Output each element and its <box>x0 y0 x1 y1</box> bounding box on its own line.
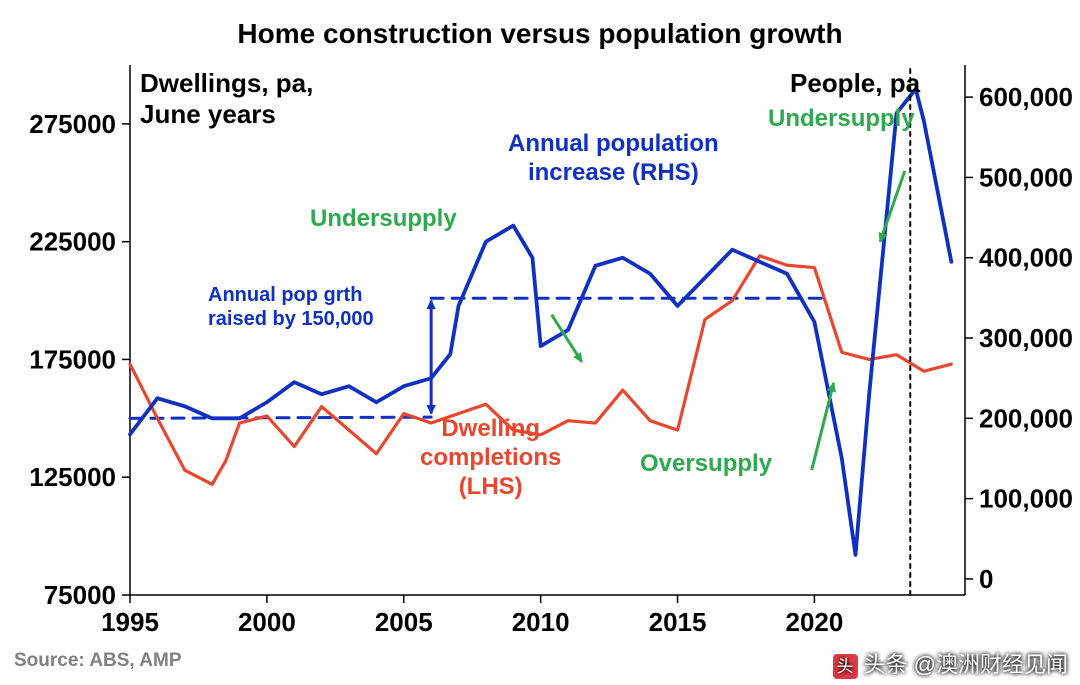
x-tick-label: 1995 <box>101 607 159 637</box>
source-label: Source: ABS, AMP <box>14 650 182 672</box>
x-tick-label: 2015 <box>649 607 707 637</box>
arrow <box>880 171 905 242</box>
x-tick-label: 2010 <box>512 607 570 637</box>
annotation: Undersupply <box>310 205 457 234</box>
y-left-axis-title: Dwellings, pa,June years <box>140 68 313 130</box>
y-left-tick-label: 125000 <box>29 462 116 492</box>
annotation: Dwellingcompletions(LHS) <box>420 415 561 501</box>
arrow-head <box>427 301 435 309</box>
y-right-tick-label: 500,000 <box>979 162 1073 192</box>
y-right-tick-label: 400,000 <box>979 243 1073 273</box>
y-left-tick-label: 275000 <box>29 109 116 139</box>
y-right-tick-label: 100,000 <box>979 484 1073 514</box>
y-right-axis-title: People, pa <box>790 68 920 99</box>
series-dashed_level_1 <box>130 417 431 418</box>
y-left-tick-label: 175000 <box>29 344 116 374</box>
annotation: Annual pop grthraised by 150,000 <box>208 283 374 331</box>
y-right-tick-label: 0 <box>979 564 993 594</box>
y-right-tick-label: 200,000 <box>979 403 1073 433</box>
watermark: 头头条 @澳洲财经见闻 <box>833 647 1068 679</box>
annotation: Undersupply <box>768 105 915 134</box>
y-right-tick-label: 300,000 <box>979 323 1073 353</box>
annotation: Annual populationincrease (RHS) <box>508 130 719 188</box>
arrow-head <box>427 406 435 414</box>
annotation: Oversupply <box>640 450 772 479</box>
y-left-tick-label: 75000 <box>44 580 116 610</box>
x-tick-label: 2020 <box>786 607 844 637</box>
arrow <box>812 383 834 470</box>
chart-title: Home construction versus population grow… <box>0 18 1080 50</box>
y-right-tick-label: 600,000 <box>979 82 1073 112</box>
y-left-tick-label: 225000 <box>29 227 116 257</box>
x-tick-label: 2000 <box>238 607 296 637</box>
x-tick-label: 2005 <box>375 607 433 637</box>
